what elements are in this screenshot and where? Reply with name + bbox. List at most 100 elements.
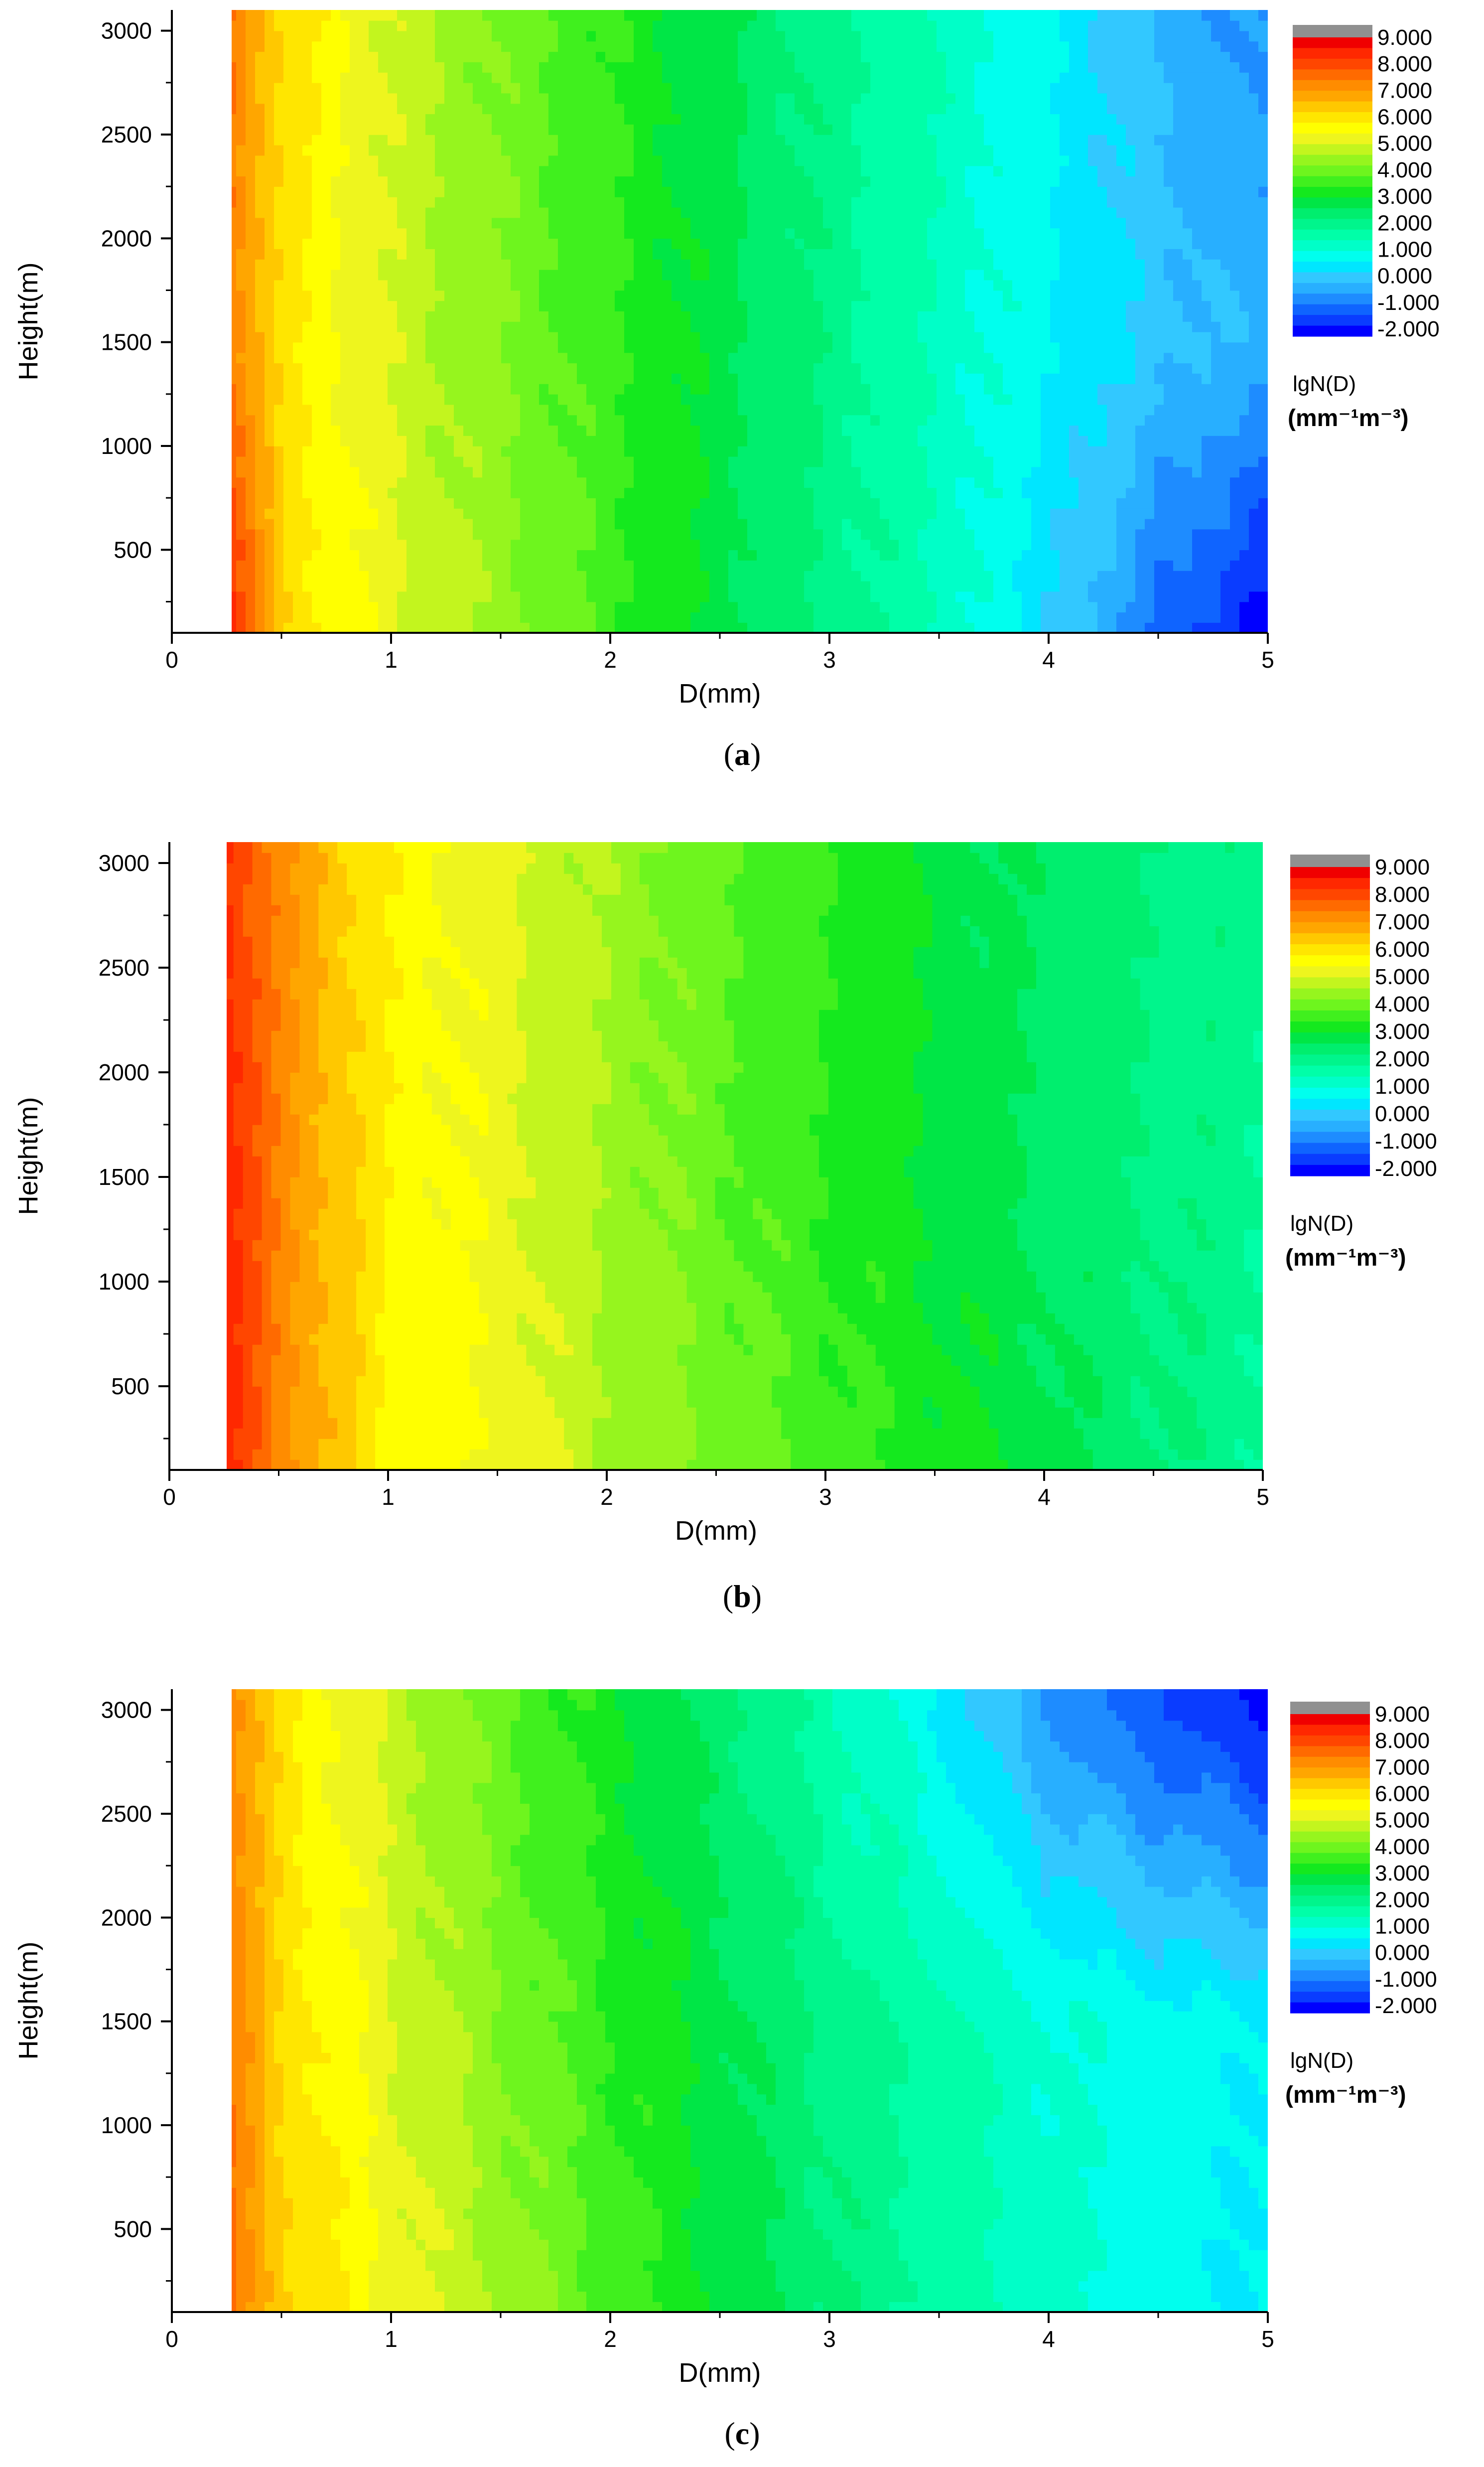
heatmap-cell [1220,228,1230,239]
heatmap-cell [1069,373,1079,384]
heatmap-cell [1145,176,1155,187]
heatmap-cell [265,311,274,322]
heatmap-cell [709,591,719,602]
heatmap-cell [454,612,464,623]
heatmap-cell [728,487,738,498]
heatmap-cell [444,601,454,613]
heatmap-cell [520,197,530,208]
heatmap-cell [1258,342,1268,353]
heatmap-cell [965,591,975,602]
heatmap-cell [1126,259,1136,270]
heatmap-cell [747,259,757,270]
heatmap-cell [1012,290,1022,301]
heatmap-cell [340,601,350,613]
heatmap-cell [605,518,615,530]
heatmap-cell [804,300,814,311]
heatmap-cell [1183,197,1193,208]
heatmap-cell [662,446,672,457]
heatmap-cell [511,529,521,540]
heatmap-cell [359,249,369,260]
heatmap-cell [955,384,965,395]
heatmap-cell [974,622,984,633]
heatmap-cell [662,435,672,446]
heatmap-cell [1154,415,1164,426]
heatmap-cell [1145,207,1155,218]
heatmap-cell [444,300,454,311]
heatmap-cell [1031,466,1041,478]
heatmap-cell [596,487,606,498]
heatmap-cell [1230,415,1240,426]
heatmap-cell [1088,612,1098,623]
heatmap-cell [397,197,407,208]
heatmap-cell [1107,394,1117,405]
heatmap-cell [274,155,284,166]
heatmap-cell [937,508,946,519]
heatmap-cell [927,529,937,540]
heatmap-cell [1012,249,1022,260]
heatmap-cell [1164,321,1174,332]
heatmap-cell [265,560,274,571]
heatmap-cell [340,498,350,509]
heatmap-cell [350,207,360,218]
heatmap-cell [918,529,928,540]
heatmap-cell [1183,580,1193,592]
heatmap-cell [776,487,786,498]
heatmap-cell [539,352,549,364]
heatmap-cell [643,321,653,332]
heatmap-cell [283,290,293,301]
heatmap-cell [331,249,341,260]
heatmap-cell [653,466,663,478]
heatmap-cell [1088,415,1098,426]
heatmap-cell [359,518,369,530]
heatmap-cell [425,529,435,540]
heatmap-cell [1116,311,1126,322]
heatmap-cell [1031,384,1041,395]
heatmap-cell [567,415,577,426]
heatmap-cell [283,466,293,478]
heatmap-cell [1230,342,1240,353]
heatmap-cell [265,466,274,478]
heatmap-cell [558,331,568,343]
heatmap-cell [804,217,814,229]
heatmap-cell [293,580,303,592]
heatmap-cell [946,466,956,478]
heatmap-cell [1154,176,1164,187]
heatmap-cell [955,176,965,187]
heatmap-cell [397,373,407,384]
heatmap-cell [738,446,748,457]
heatmap-cell [1154,435,1164,446]
heatmap-cell [511,404,521,416]
heatmap-cell [520,300,530,311]
heatmap-cell [1107,249,1117,260]
heatmap-cell [813,498,823,509]
heatmap-cell [776,238,786,249]
heatmap-cell [1069,518,1079,530]
heatmap-cell [454,280,464,291]
heatmap-cell [548,197,558,208]
heatmap-cell [369,446,379,457]
heatmap-cell [861,249,871,260]
heatmap-cell [232,228,237,239]
heatmap-cell [984,249,994,260]
heatmap-cell [899,300,909,311]
heatmap-cell [388,622,398,633]
heatmap-cell [681,290,691,301]
heatmap-cell [1126,571,1136,581]
heatmap-cell [482,529,492,540]
heatmap-cell [946,539,956,551]
heatmap-cell [293,197,303,208]
heatmap-cell [293,477,303,488]
heatmap-cell [520,269,530,281]
heatmap-cell [1097,363,1107,374]
heatmap-cell [993,425,1003,436]
heatmap-cell [444,425,454,436]
heatmap-cell [984,290,994,301]
heatmap-cell [232,259,237,270]
heatmap-cell [776,352,786,364]
heatmap-cell [955,300,965,311]
heatmap-cell [1192,352,1202,364]
heatmap-cell [880,186,890,197]
heatmap-cell [832,612,842,623]
heatmap-cell [870,550,880,561]
heatmap-cell [1079,207,1088,218]
